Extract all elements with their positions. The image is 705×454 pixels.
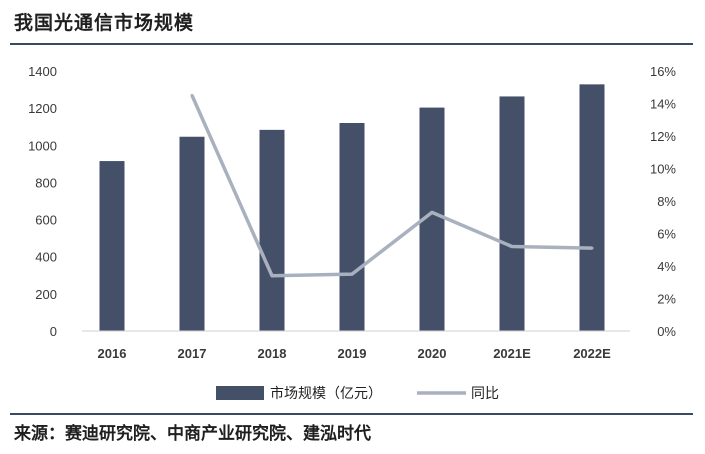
line-yoy	[190, 94, 593, 278]
line-point-2017	[190, 93, 194, 97]
legend-label-line: 同比	[471, 386, 499, 402]
legend-label-bar: 市场规模（亿元）	[270, 385, 382, 402]
left-axis-tick-label: 200	[35, 287, 57, 302]
right-axis-tick-label: 8%	[657, 194, 676, 209]
left-axis-tick-label: 800	[35, 175, 57, 190]
x-axis-tick-label: 2020	[418, 346, 447, 361]
chart-title: 我国光通信市场规模	[14, 12, 195, 34]
legend-swatch-bar	[216, 386, 264, 400]
x-axis-tick-label: 2021E	[493, 346, 531, 361]
source-note: 来源：赛迪研究院、中商产业研究院、建泓时代	[14, 424, 371, 444]
x-axis-tick-label: 2017	[178, 346, 207, 361]
right-axis-tick-label: 14%	[650, 97, 676, 112]
x-axis-tick-label: 2019	[338, 346, 367, 361]
bar-2021E	[499, 96, 525, 331]
left-axis-tick-label: 1000	[28, 138, 57, 153]
bar-2022E	[579, 84, 605, 331]
x-axis-tick-label: 2022E	[573, 346, 611, 361]
line-point-2018	[270, 274, 274, 278]
left-axis-tick-label: 400	[35, 250, 57, 265]
right-axis-tick-label: 0%	[657, 324, 676, 339]
bar-2016	[99, 161, 125, 331]
bar-2019	[339, 123, 365, 331]
left-axis-tick-label: 0	[50, 324, 57, 339]
right-axis-tick-label: 10%	[650, 162, 676, 177]
line-point-2022E	[590, 246, 594, 250]
x-axis-tick-label: 2016	[98, 346, 127, 361]
left-axis-tick-label: 1200	[28, 101, 57, 116]
source-rule	[10, 413, 693, 415]
bar-2018	[259, 129, 285, 331]
left-axis-tick-label: 1400	[28, 64, 57, 79]
right-axis-tick-label: 6%	[657, 227, 676, 242]
title-rule	[10, 43, 693, 45]
right-axis-tick-label: 16%	[650, 64, 676, 79]
right-axis-tick-label: 12%	[650, 129, 676, 144]
bar-2017	[179, 136, 205, 331]
line-point-2020	[430, 210, 434, 214]
line-point-2019	[350, 272, 354, 276]
line-point-2021E	[510, 245, 514, 248]
right-axis-tick-label: 2%	[657, 292, 676, 307]
x-axis-tick-label: 2018	[258, 346, 287, 361]
left-axis-tick-label: 600	[35, 213, 57, 228]
right-axis-tick-label: 4%	[657, 259, 676, 274]
